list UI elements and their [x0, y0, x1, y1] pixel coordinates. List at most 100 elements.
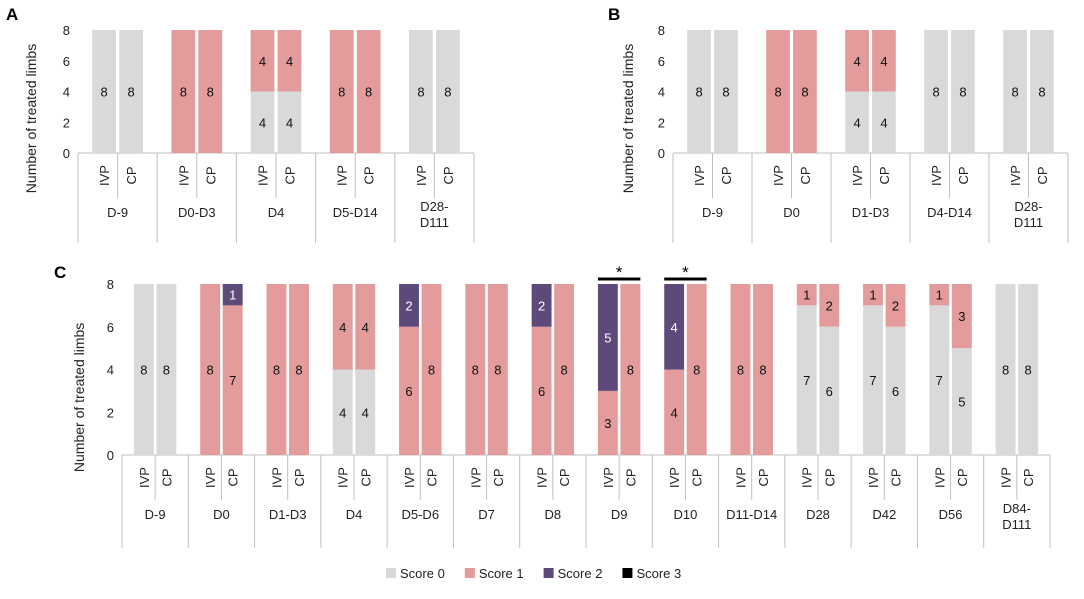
bar-sublabel: CP [719, 166, 734, 184]
data-label: 4 [339, 320, 346, 335]
data-label: 8 [444, 85, 451, 100]
bar-segment [329, 30, 354, 153]
bar-segment [753, 284, 773, 455]
y-tick-label: 2 [107, 405, 114, 420]
data-label: 4 [286, 115, 293, 130]
data-label: 8 [140, 363, 147, 378]
bar-segment [198, 30, 223, 153]
bar-segment [664, 369, 685, 455]
bar-segment [687, 30, 711, 153]
category-label: D-9 [145, 507, 166, 522]
bar-segment [355, 284, 376, 370]
y-tick-label: 4 [658, 85, 665, 100]
y-tick-label: 0 [63, 146, 70, 161]
bar-segment [714, 30, 738, 153]
data-label: 2 [405, 298, 412, 313]
bar-sublabel: IVP [771, 165, 786, 186]
bar-segment [289, 284, 309, 455]
bar-segment [356, 30, 381, 153]
data-label: 1 [229, 288, 236, 303]
data-label: 4 [880, 115, 887, 130]
y-tick-label: 6 [107, 320, 114, 335]
data-label: 8 [207, 363, 214, 378]
bar-sublabel: IVP [667, 467, 682, 488]
bar-segment [929, 305, 950, 455]
bar-sublabel: CP [441, 166, 456, 184]
data-label: 8 [627, 363, 634, 378]
data-label: 8 [207, 85, 214, 100]
bar-segment [277, 91, 302, 153]
bar-sublabel: IVP [932, 467, 947, 488]
bar-segment [951, 30, 975, 153]
bar-sublabel: IVP [269, 467, 284, 488]
bar-sublabel: CP [557, 468, 572, 486]
data-label: 8 [295, 363, 302, 378]
category-label: D84- [1003, 501, 1031, 516]
y-tick-label: 6 [63, 54, 70, 69]
bar-sublabel: CP [491, 468, 506, 486]
legend-swatch [543, 568, 554, 578]
data-label: 4 [880, 54, 887, 69]
data-label-bg [668, 319, 680, 335]
bar-segment [92, 30, 117, 153]
legend-swatch [464, 568, 475, 578]
legend: Score 0 Score 1 Score 2 Score 3 [386, 566, 681, 581]
bar-sublabel: IVP [601, 467, 616, 488]
data-label: 6 [405, 384, 412, 399]
data-label: 4 [853, 115, 860, 130]
bar-sublabel: IVP [468, 467, 483, 488]
category-label: D5-D6 [401, 507, 439, 522]
data-label: 2 [538, 298, 545, 313]
bar-segment [119, 30, 143, 153]
bar-segment [863, 284, 883, 306]
data-label: 5 [604, 330, 611, 345]
category-label: D1-D3 [852, 205, 890, 220]
bar-sublabel: CP [203, 166, 218, 184]
data-label-bg [403, 298, 415, 314]
data-label: 6 [892, 384, 899, 399]
bar-segment [200, 284, 221, 455]
bar-segment [277, 30, 302, 92]
bar-segment [133, 284, 154, 455]
bar-sublabel: IVP [402, 467, 417, 488]
data-label: 8 [774, 85, 781, 100]
data-label: 7 [803, 373, 810, 388]
data-label: 1 [936, 288, 943, 303]
bar-sublabel: IVP [866, 467, 881, 488]
y-axis-title: Number of treated limbs [71, 323, 87, 472]
bar-segment [1003, 30, 1027, 153]
category-label: D28 [806, 507, 830, 522]
bar-segment [796, 284, 817, 306]
bar-sublabel: IVP [137, 467, 152, 488]
bar-segment [435, 30, 460, 153]
bar-sublabel: IVP [335, 165, 350, 186]
bar-segment [995, 284, 1016, 455]
category-label: D0 [213, 507, 230, 522]
bar-segment [872, 91, 896, 153]
bar-segment [793, 30, 817, 153]
y-axis-title: Number of treated limbs [620, 44, 636, 193]
category-label: D56 [939, 507, 963, 522]
data-label: 8 [1025, 363, 1032, 378]
y-tick-label: 8 [63, 23, 70, 38]
data-label: 8 [127, 85, 134, 100]
bar-sublabel: IVP [176, 165, 191, 186]
category-label: D-9 [702, 205, 723, 220]
y-tick-label: 4 [63, 85, 70, 100]
bar-segment [332, 284, 353, 370]
bar-sublabel: IVP [336, 467, 351, 488]
data-label-bg [227, 287, 239, 303]
bar-sublabel: IVP [929, 165, 944, 186]
bar-sublabel: CP [955, 468, 970, 486]
category-label: D111 [420, 215, 449, 230]
category-label: D28- [1014, 199, 1042, 214]
data-label: 2 [892, 298, 899, 313]
bar-segment [951, 348, 972, 455]
bar-sublabel: IVP [414, 165, 429, 186]
bar-sublabel: CP [889, 468, 904, 486]
bar-segment [863, 305, 883, 455]
data-label: 1 [803, 288, 810, 303]
bar-segment [421, 284, 442, 455]
